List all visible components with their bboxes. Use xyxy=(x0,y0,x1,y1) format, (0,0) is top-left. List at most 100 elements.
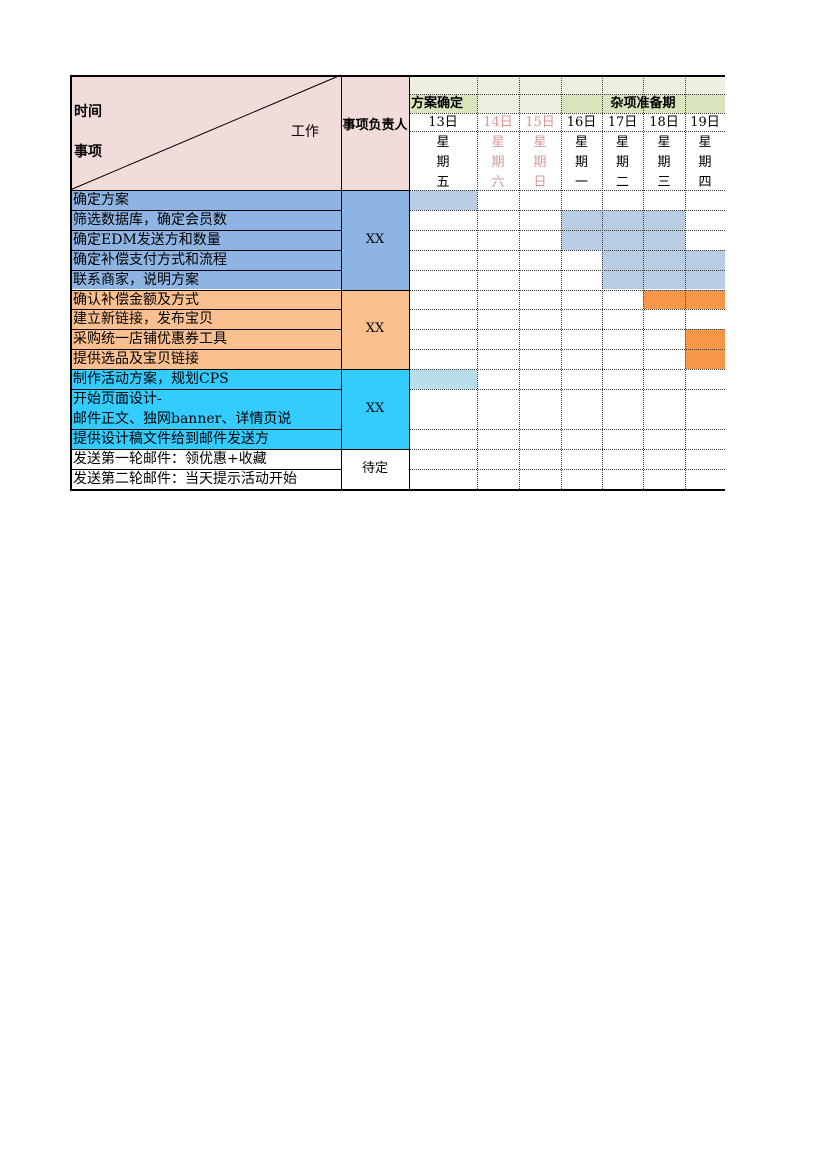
outer-left xyxy=(70,75,72,489)
task-label: 提供选品及宝贝链接 xyxy=(73,351,199,368)
task-label-line2: 邮件正文、独网banner、详情页说 xyxy=(73,410,292,427)
schedule-row-line xyxy=(409,229,725,231)
weekday-char: 星 xyxy=(436,135,450,150)
task-owner-divider xyxy=(341,75,342,489)
outer-bottom xyxy=(70,488,725,491)
weekday-char: 星 xyxy=(533,135,547,150)
corner-item-label: 事项 xyxy=(74,144,102,160)
gantt-bar xyxy=(643,289,725,310)
task-separator xyxy=(70,269,341,271)
task-separator xyxy=(70,468,341,470)
task-label: 发送第一轮邮件：领优惠+收藏 xyxy=(73,450,267,467)
weekday-char: 期 xyxy=(615,155,629,170)
owner-cell xyxy=(341,289,409,370)
weekday-char: 日 xyxy=(533,175,547,190)
date-header: 15日 xyxy=(525,115,555,130)
weekday-char: 星 xyxy=(698,135,712,150)
task-row-bg xyxy=(70,468,341,489)
schedule-row-line xyxy=(409,428,725,430)
weekday-char: 三 xyxy=(657,175,671,190)
schedule-col-line xyxy=(477,75,478,489)
owner-label: XX xyxy=(365,231,385,247)
weekday-char: 星 xyxy=(574,135,588,150)
group-separator xyxy=(70,369,409,371)
header-line xyxy=(409,94,725,95)
gantt-bar xyxy=(409,190,477,210)
gantt-bar xyxy=(409,369,477,389)
task-row-bg xyxy=(70,190,341,210)
weekday-char: 期 xyxy=(491,155,505,170)
task-row-bg xyxy=(70,269,341,290)
phase-cell xyxy=(409,94,477,113)
weekday-char: 期 xyxy=(533,155,547,170)
task-row-bg xyxy=(70,349,341,370)
task-row-bg xyxy=(70,309,341,330)
header-top-band xyxy=(409,75,725,94)
owner-header: 事项负责人 xyxy=(342,118,408,133)
task-label: 确定方案 xyxy=(73,192,129,208)
schedule-row-line xyxy=(409,289,725,291)
schedule-col-line xyxy=(602,75,603,489)
schedule-row-line xyxy=(409,389,725,390)
owner-label: XX xyxy=(365,400,385,416)
task-separator xyxy=(70,309,341,311)
weekday-char: 四 xyxy=(698,175,712,190)
task-label: 联系商家，说明方案 xyxy=(73,271,199,288)
date-header: 16日 xyxy=(566,115,597,130)
schedule-col-line xyxy=(561,75,562,489)
weekday-char: 期 xyxy=(436,155,450,170)
task-label: 提供设计稿文件给到邮件发送方 xyxy=(73,430,269,447)
task-separator xyxy=(70,209,341,211)
gantt-bar xyxy=(561,229,685,250)
corner-work-label: 工作 xyxy=(291,124,319,140)
task-row-bg xyxy=(70,289,341,310)
task-row-bg xyxy=(70,369,341,389)
weekday-char: 一 xyxy=(574,175,588,190)
weekday-char: 二 xyxy=(615,175,629,190)
task-label: 确认补偿金额及方式 xyxy=(73,291,199,308)
gantt-bar xyxy=(561,209,685,230)
schedule-col-line xyxy=(643,75,644,489)
date-header: 13日 xyxy=(428,115,458,130)
task-label: 制作活动方案，规划CPS xyxy=(73,371,229,388)
task-separator xyxy=(70,329,341,331)
weekday-char: 期 xyxy=(657,155,671,170)
owner-label: XX xyxy=(365,321,385,337)
schedule-col-line xyxy=(685,75,686,489)
task-label: 确定补偿支付方式和流程 xyxy=(73,251,227,268)
task-row-bg xyxy=(70,428,341,449)
owner-cell xyxy=(341,369,409,449)
weekday-char: 五 xyxy=(436,175,450,190)
task-label: 建立新链接，发布宝贝 xyxy=(73,311,213,328)
weekday-char: 期 xyxy=(574,155,588,170)
phase-label: 杂项准备期 xyxy=(610,96,676,111)
schedule-row-line xyxy=(409,269,725,271)
task-row-bg xyxy=(70,448,341,469)
weekday-char: 星 xyxy=(491,135,505,150)
header-line xyxy=(409,131,725,132)
weekday-char: 星 xyxy=(615,135,629,150)
task-label: 发送第二轮邮件：当天提示活动开始 xyxy=(73,470,297,487)
owner-cell xyxy=(341,448,409,489)
owner-label: 待定 xyxy=(361,460,388,476)
gantt-bar xyxy=(602,269,725,290)
weekday-char: 六 xyxy=(491,175,505,190)
schedule-row-line xyxy=(409,249,725,251)
corner-time-label: 时间 xyxy=(74,104,102,120)
schedule-row-line xyxy=(409,369,725,371)
date-header: 19日 xyxy=(690,115,720,130)
task-label: 开始页面设计- xyxy=(73,391,162,407)
schedule-row-line xyxy=(409,309,725,311)
date-header: 17日 xyxy=(607,115,638,130)
header-line xyxy=(409,113,725,114)
task-row-bg xyxy=(70,229,341,250)
task-separator xyxy=(70,249,341,251)
schedule-row-line xyxy=(409,209,725,211)
task-separator xyxy=(70,349,341,351)
gantt-bar xyxy=(685,329,725,350)
schedule-row-line xyxy=(409,468,725,470)
group-separator xyxy=(70,448,409,450)
schedule-row-line xyxy=(409,448,725,450)
weekday-char: 期 xyxy=(698,155,712,170)
